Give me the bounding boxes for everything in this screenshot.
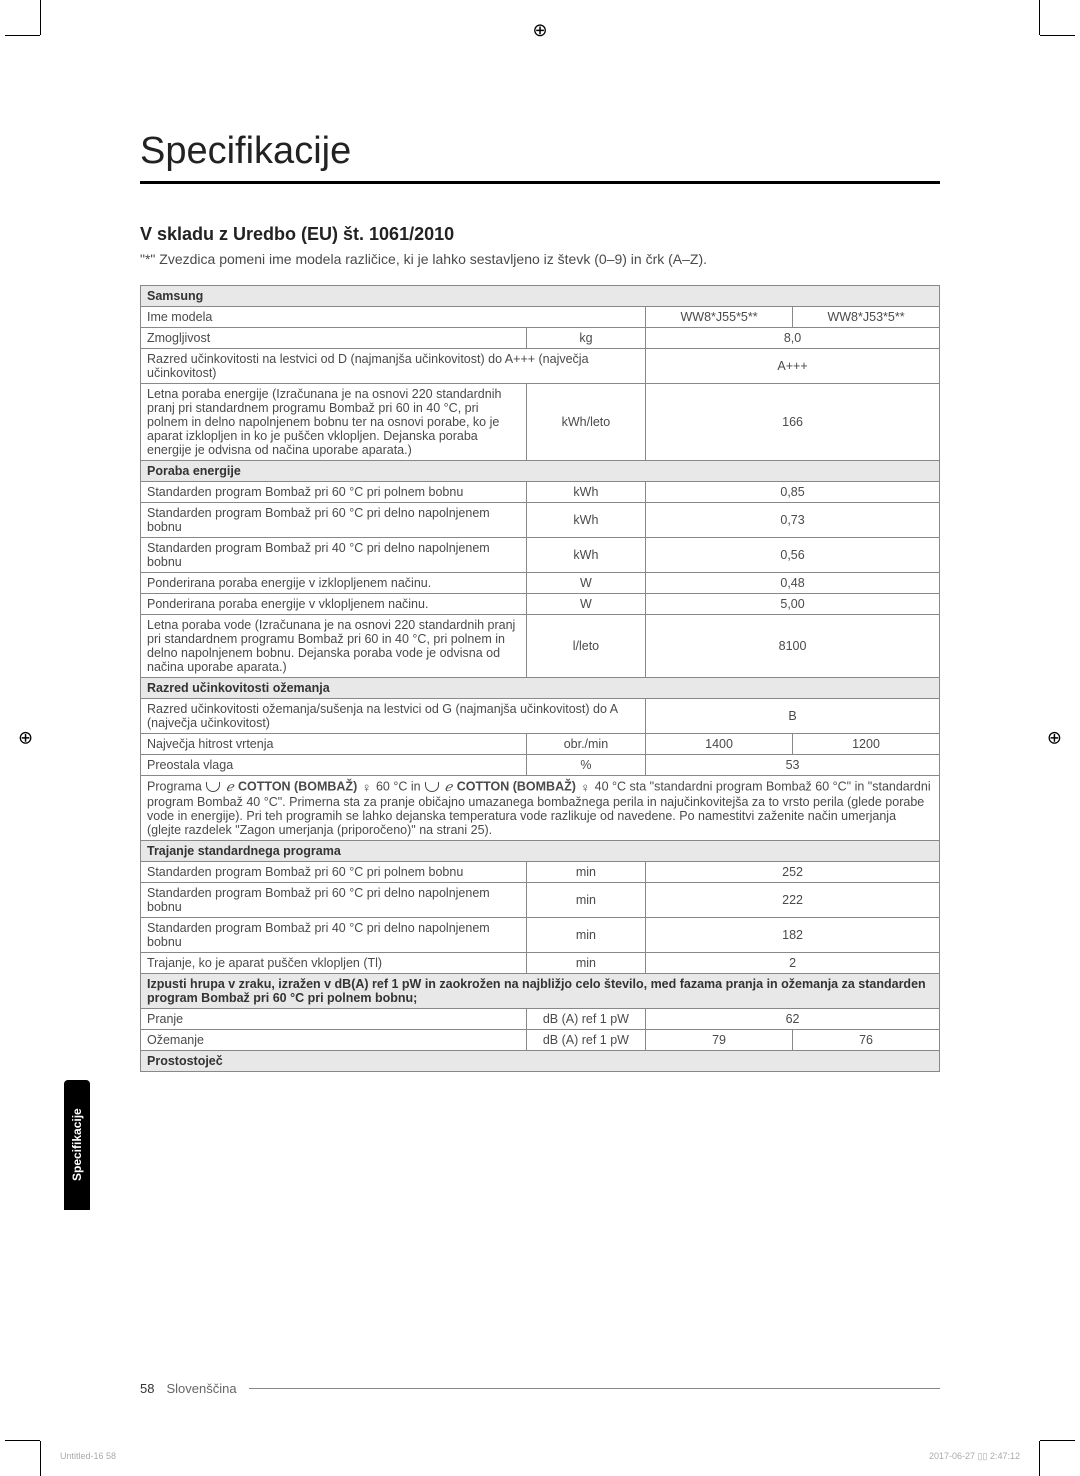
table-row-label: Standarden program Bombaž pri 60 °C pri … — [141, 482, 527, 503]
table-row-label: Ime modela — [141, 307, 646, 328]
value-cell: 8,0 — [646, 328, 940, 349]
language-label: Slovenščina — [166, 1381, 236, 1396]
crop-mark — [970, 1406, 1040, 1476]
table-row-label: Ponderirana poraba energije v vklopljene… — [141, 594, 527, 615]
page-content: Specifikacije V skladu z Uredbo (EU) št.… — [0, 0, 1080, 1132]
table-row-label: Standarden program Bombaž pri 40 °C pri … — [141, 538, 527, 573]
value-cell: 1400 — [646, 734, 793, 755]
unit-cell: W — [526, 573, 645, 594]
table-row-label: Največja hitrost vrtenja — [141, 734, 527, 755]
value-cell: 2 — [646, 953, 940, 974]
table-row-label: Standarden program Bombaž pri 40 °C pri … — [141, 918, 527, 953]
table-row-label: Trajanje, ko je aparat puščen vklopljen … — [141, 953, 527, 974]
unit-cell: kWh — [526, 538, 645, 573]
value-cell: 0,85 — [646, 482, 940, 503]
value-cell: 76 — [793, 1030, 940, 1051]
table-row-label: Letna poraba energije (Izračunana je na … — [141, 384, 527, 461]
value-cell: 0,48 — [646, 573, 940, 594]
value-cell: 0,73 — [646, 503, 940, 538]
value-cell: 5,00 — [646, 594, 940, 615]
value-cell: 53 — [646, 755, 940, 776]
drum-icon — [206, 782, 220, 792]
unit-cell: l/leto — [526, 615, 645, 678]
print-meta-left: Untitled-16 58 — [60, 1451, 116, 1462]
value-cell: B — [646, 699, 940, 734]
programs-note-cell: Programa ℯ COTTON (BOMBAŽ) ♀ 60 °C in ℯ … — [141, 776, 940, 841]
value-cell: A+++ — [646, 349, 940, 384]
table-row-label: Letna poraba vode (Izračunana je na osno… — [141, 615, 527, 678]
value-cell: 222 — [646, 883, 940, 918]
note-text: Programa — [147, 779, 205, 793]
drum-icon — [425, 782, 439, 792]
unit-cell: W — [526, 594, 645, 615]
unit-cell: dB (A) ref 1 pW — [526, 1030, 645, 1051]
model-a-cell: WW8*J55*5** — [646, 307, 793, 328]
unit-cell: dB (A) ref 1 pW — [526, 1009, 645, 1030]
table-row-label: Razred učinkovitosti na lestvici od D (n… — [141, 349, 646, 384]
print-metadata: Untitled-16 58 2017-06-27 ▯▯ 2:47:12 — [60, 1451, 1020, 1462]
cotton-program-label: COTTON (BOMBAŽ) — [238, 779, 357, 793]
unit-cell: obr./min — [526, 734, 645, 755]
unit-cell: kWh — [526, 503, 645, 538]
crop-mark — [40, 1406, 110, 1476]
asterisk-note: "*" Zvezdica pomeni ime modela različice… — [140, 251, 940, 267]
unit-cell: min — [526, 862, 645, 883]
table-row-label: Standarden program Bombaž pri 60 °C pri … — [141, 862, 527, 883]
print-meta-right: 2017-06-27 ▯▯ 2:47:12 — [929, 1451, 1020, 1462]
section-header-cell: Prostostoječ — [141, 1051, 940, 1072]
table-row-label: Pranje — [141, 1009, 527, 1030]
footer-rule — [249, 1388, 940, 1389]
table-row-label: Preostala vlaga — [141, 755, 527, 776]
unit-cell: kWh/leto — [526, 384, 645, 461]
unit-cell: min — [526, 918, 645, 953]
cotton-program-label: COTTON (BOMBAŽ) — [457, 779, 576, 793]
value-cell: 1200 — [793, 734, 940, 755]
table-row-label: Razred učinkovitosti ožemanja/sušenja na… — [141, 699, 646, 734]
table-row-label: Zmogljivost — [141, 328, 527, 349]
value-cell: 8100 — [646, 615, 940, 678]
unit-cell: min — [526, 883, 645, 918]
eco-icon: ℯ — [445, 779, 453, 795]
table-row-label: Ožemanje — [141, 1030, 527, 1051]
specification-table: Samsung Ime modela WW8*J55*5** WW8*J53*5… — [140, 285, 940, 1072]
page-title: Specifikacije — [140, 130, 940, 184]
table-row-label: Standarden program Bombaž pri 60 °C pri … — [141, 883, 527, 918]
value-cell: 182 — [646, 918, 940, 953]
section-header-cell: Trajanje standardnega programa — [141, 841, 940, 862]
section-header-cell: Poraba energije — [141, 461, 940, 482]
value-cell: 166 — [646, 384, 940, 461]
page-number: 58 — [140, 1381, 154, 1396]
page-footer: 58 Slovenščina — [140, 1381, 940, 1396]
value-cell: 79 — [646, 1030, 793, 1051]
table-row-label: Ponderirana poraba energije v izklopljen… — [141, 573, 527, 594]
unit-cell: % — [526, 755, 645, 776]
table-row-label: Standarden program Bombaž pri 60 °C pri … — [141, 503, 527, 538]
value-cell: 62 — [646, 1009, 940, 1030]
brand-cell: Samsung — [141, 286, 940, 307]
model-b-cell: WW8*J53*5** — [793, 307, 940, 328]
value-cell: 0,56 — [646, 538, 940, 573]
temperature-icon: ♀ — [580, 780, 590, 795]
temperature-icon: ♀ — [362, 780, 372, 795]
unit-cell: kWh — [526, 482, 645, 503]
section-header-cell: Izpusti hrupa v zraku, izražen v dB(A) r… — [141, 974, 940, 1009]
note-text: 60 °C in — [376, 779, 424, 793]
value-cell: 252 — [646, 862, 940, 883]
unit-cell: min — [526, 953, 645, 974]
eco-icon: ℯ — [226, 779, 234, 795]
section-header-cell: Razred učinkovitosti ožemanja — [141, 678, 940, 699]
unit-cell: kg — [526, 328, 645, 349]
regulation-heading: V skladu z Uredbo (EU) št. 1061/2010 — [140, 224, 940, 245]
